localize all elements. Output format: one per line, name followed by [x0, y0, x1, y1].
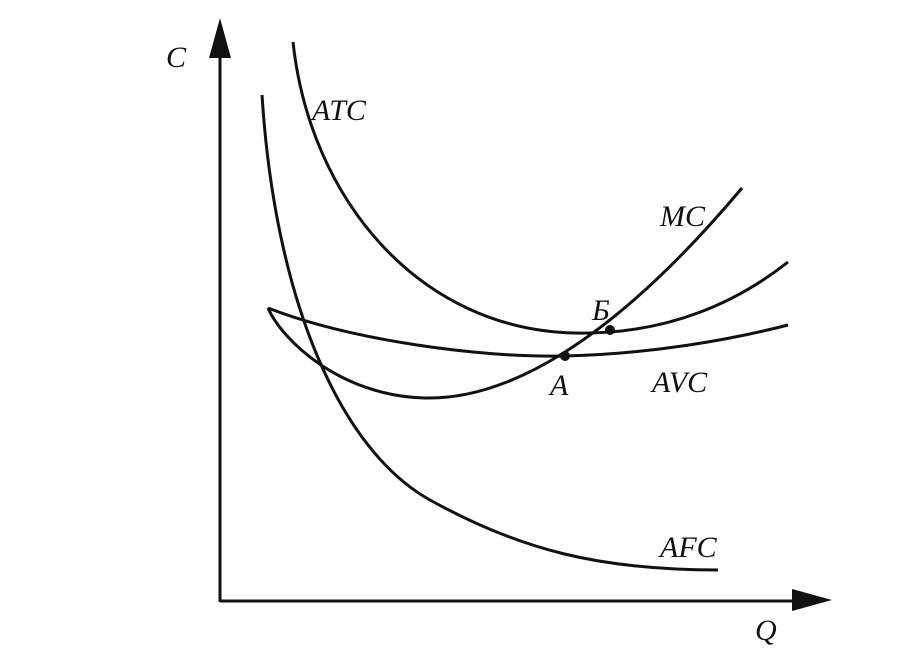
- mc-label: MC: [659, 200, 706, 233]
- x-axis-arrow: [792, 589, 832, 611]
- point-a: [560, 351, 570, 361]
- afc-label: AFC: [658, 531, 718, 564]
- avc-curve: [267, 306, 789, 358]
- point-b: [605, 325, 615, 335]
- avc-label: AVC: [650, 366, 708, 399]
- atc-label: ATC: [310, 94, 367, 127]
- y-axis-label: C: [166, 41, 187, 74]
- mc-curve: [266, 187, 744, 400]
- point-b-label: Б: [591, 294, 610, 327]
- atc-curve: [291, 41, 789, 335]
- y-axis-arrow: [209, 18, 231, 58]
- x-axis-label: Q: [755, 614, 777, 647]
- afc-curve: [260, 94, 719, 572]
- point-a-label: A: [548, 369, 569, 402]
